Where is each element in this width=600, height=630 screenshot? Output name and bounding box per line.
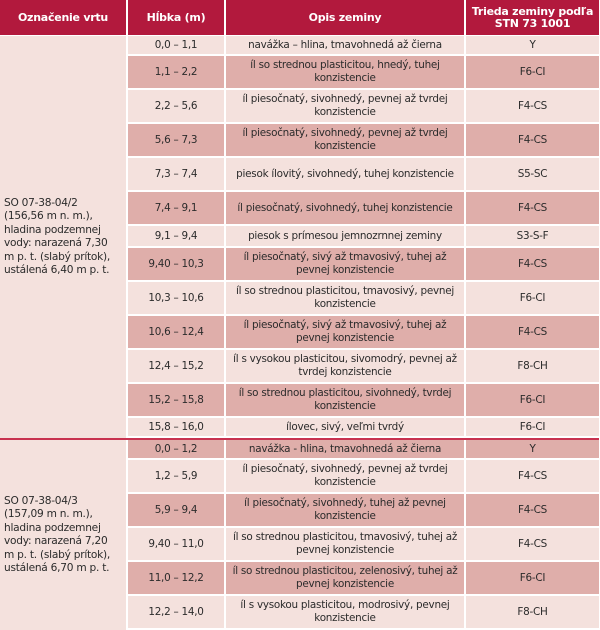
depth-cell: 12,2 – 14,0 xyxy=(128,596,226,628)
description-cell: íl piesočnatý, sivohnedý, tuhej konziste… xyxy=(226,192,466,224)
soil-class-cell: F4-CS xyxy=(518,469,547,482)
soil-class-cell: F4-CS xyxy=(518,537,547,550)
description-cell: íl so strednou plasticitou, hnedý, tuhej… xyxy=(226,56,466,88)
description-cell: navážka - hlina, tmavohnedá až čierna xyxy=(226,440,466,458)
table-row: 15,8 – 16,0 ílovec, sivý, veľmi tvrdý F6-C… xyxy=(128,418,599,438)
depth-cell: 5,9 – 9,4 xyxy=(128,494,226,526)
header-borehole: Označenie vrtu xyxy=(0,0,128,35)
table-row: 1,2 – 5,9 íl piesočnatý, sivohnedý, pevne… xyxy=(128,460,599,494)
depth-cell: 15,8 – 16,0 xyxy=(128,418,226,436)
table-row: 7,3 – 7,4 piesok ílovitý, sivohnedý, tuhe… xyxy=(128,158,599,192)
depth-cell: 2,2 – 5,6 xyxy=(128,90,226,122)
depth-cell: 9,40 – 11,0 xyxy=(128,528,226,560)
soil-class-cell: S3-S-F xyxy=(516,229,549,242)
borehole-cell: SO 07-38-04/3 (157,09 m n. m.), hladina … xyxy=(0,440,128,630)
table-header: Označenie vrtu Hĺbka (m) Opis zeminy Tri… xyxy=(0,0,599,36)
depth-cell: 12,4 – 15,2 xyxy=(128,350,226,382)
soil-class-cell: F4-CS xyxy=(518,503,547,516)
description-cell: íl piesočnatý, sivý až tmavosivý, tuhej … xyxy=(226,248,466,280)
description-cell: íl so strednou plasticitou, zelenosivý, … xyxy=(226,562,466,594)
table-row: 0,0 – 1,1 navážka – hlina, tmavohnedá až … xyxy=(128,36,599,56)
soil-class-cell: F4-CS xyxy=(518,325,547,338)
table-body: SO 07-38-04/2 (156,56 m n. m.), hladina … xyxy=(0,36,599,630)
table-row: 10,3 – 10,6 íl so strednou plasticitou, t… xyxy=(128,282,599,316)
soil-class-cell: F6-CI xyxy=(519,291,546,304)
table-row: 10,6 – 12,4 íl piesočnatý, sivý až tmavos… xyxy=(128,316,599,350)
depth-cell: 1,2 – 5,9 xyxy=(128,460,226,492)
description-cell: íl piesočnatý, sivohnedý, pevnej až tvrd… xyxy=(226,124,466,156)
description-cell: íl piesočnatý, sivohnedý, pevnej až tvrd… xyxy=(226,90,466,122)
header-depth: Hĺbka (m) xyxy=(128,0,226,35)
description-cell: íl piesočnatý, sivohnedý, pevnej až tvrd… xyxy=(226,460,466,492)
description-cell: íl piesočnatý, sivohnedý, tuhej až pevne… xyxy=(226,494,466,526)
table-row: 1,1 – 2,2 íl so strednou plasticitou, hne… xyxy=(128,56,599,90)
depth-cell: 1,1 – 2,2 xyxy=(128,56,226,88)
table-row: 15,2 – 15,8 íl so strednou plasticitou, s… xyxy=(128,384,599,418)
soil-class-cell: S5-SC xyxy=(517,167,548,180)
header-soil-class: Trieda zeminy podľa STN 73 1001 xyxy=(471,4,594,30)
borehole-group: SO 07-38-04/3 (157,09 m n. m.), hladina … xyxy=(0,438,599,630)
header-description: Opis zeminy xyxy=(226,0,466,35)
soil-class-cell: F4-CS xyxy=(518,133,547,146)
depth-cell: 0,0 – 1,2 xyxy=(128,440,226,458)
description-cell: íl so strednou plasticitou, sivohnedý, t… xyxy=(226,384,466,416)
soil-class-cell: Y xyxy=(529,38,536,51)
table-row: 9,1 – 9,4 piesok s prímesou jemnozrnnej z… xyxy=(128,226,599,248)
depth-cell: 9,1 – 9,4 xyxy=(128,226,226,246)
borehole-label: SO 07-38-04/2 (156,56 m n. m.), hladina … xyxy=(4,196,111,277)
soil-class-cell: Y xyxy=(529,442,536,455)
soil-class-cell: F8-CH xyxy=(517,359,548,372)
table-row: 11,0 – 12,2 íl so strednou plasticitou, z… xyxy=(128,562,599,596)
description-cell: íl s vysokou plasticitou, sivomodrý, pev… xyxy=(226,350,466,382)
soil-class-cell: F6-CI xyxy=(519,571,546,584)
depth-cell: 15,2 – 15,8 xyxy=(128,384,226,416)
soil-class-cell: F6-CI xyxy=(519,65,546,78)
table-row: 7,4 – 9,1 íl piesočnatý, sivohnedý, tuhej… xyxy=(128,192,599,226)
depth-cell: 0,0 – 1,1 xyxy=(128,36,226,54)
soil-class-cell: F4-CS xyxy=(518,257,547,270)
soil-class-cell: F6-CI xyxy=(519,393,546,406)
table-row: 5,9 – 9,4 íl piesočnatý, sivohnedý, tuhej… xyxy=(128,494,599,528)
description-cell: íl piesočnatý, sivý až tmavosivý, tuhej … xyxy=(226,316,466,348)
depth-cell: 7,3 – 7,4 xyxy=(128,158,226,190)
soil-class-cell: F4-CS xyxy=(518,99,547,112)
description-cell: piesok ílovitý, sivohnedý, tuhej konzist… xyxy=(226,158,466,190)
depth-cell: 7,4 – 9,1 xyxy=(128,192,226,224)
soil-class-cell: F4-CS xyxy=(518,201,547,214)
borehole-group: SO 07-38-04/2 (156,56 m n. m.), hladina … xyxy=(0,36,599,438)
description-cell: íl so strednou plasticitou, tmavosivý, t… xyxy=(226,528,466,560)
table-row: 9,40 – 11,0 íl so strednou plasticitou, t… xyxy=(128,528,599,562)
table-row: 9,40 – 10,3 íl piesočnatý, sivý až tmavos… xyxy=(128,248,599,282)
soil-class-cell: F8-CH xyxy=(517,605,548,618)
description-cell: piesok s prímesou jemnozrnnej zeminy xyxy=(226,226,466,246)
borehole-cell: SO 07-38-04/2 (156,56 m n. m.), hladina … xyxy=(0,36,128,438)
borehole-label: SO 07-38-04/3 (157,09 m n. m.), hladina … xyxy=(4,494,111,575)
table-row: 12,2 – 14,0 íl s vysokou plasticitou, mod… xyxy=(128,596,599,630)
soil-class-cell: F6-CI xyxy=(519,420,546,433)
description-cell: íl s vysokou plasticitou, modrosivý, pev… xyxy=(226,596,466,628)
description-cell: navážka – hlina, tmavohnedá až čierna xyxy=(226,36,466,54)
depth-cell: 11,0 – 12,2 xyxy=(128,562,226,594)
depth-cell: 10,3 – 10,6 xyxy=(128,282,226,314)
description-cell: ílovec, sivý, veľmi tvrdý xyxy=(226,418,466,436)
depth-cell: 5,6 – 7,3 xyxy=(128,124,226,156)
table-row: 5,6 – 7,3 íl piesočnatý, sivohnedý, pevne… xyxy=(128,124,599,158)
description-cell: íl so strednou plasticitou, tmavosivý, p… xyxy=(226,282,466,314)
table-row: 12,4 – 15,2 íl s vysokou plasticitou, siv… xyxy=(128,350,599,384)
table-row: 2,2 – 5,6 íl piesočnatý, sivohnedý, pevne… xyxy=(128,90,599,124)
depth-cell: 10,6 – 12,4 xyxy=(128,316,226,348)
table-row: 0,0 – 1,2 navážka - hlina, tmavohnedá až … xyxy=(128,440,599,460)
depth-cell: 9,40 – 10,3 xyxy=(128,248,226,280)
